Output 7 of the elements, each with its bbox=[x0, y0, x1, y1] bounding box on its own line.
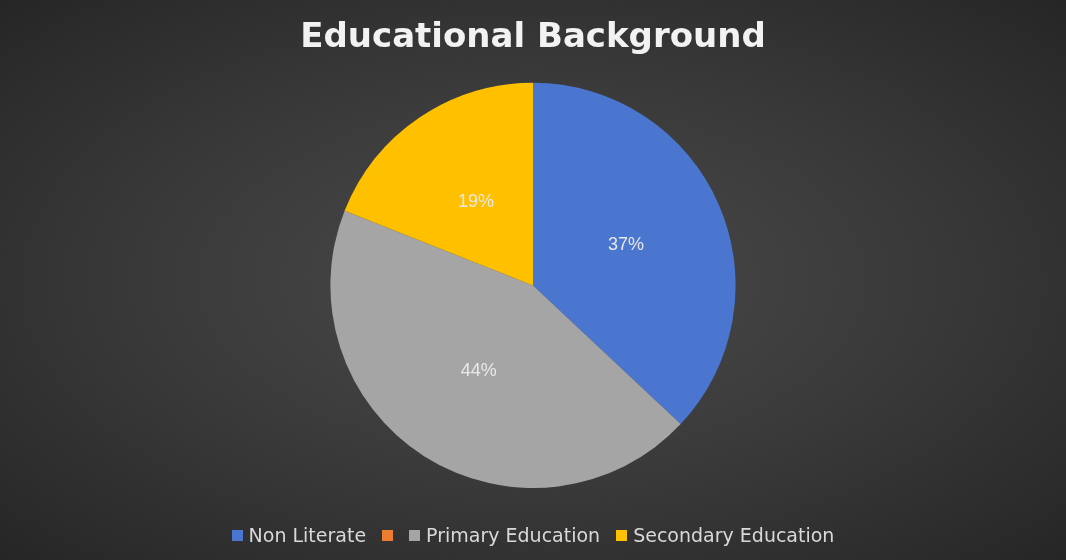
legend-label: Primary Education bbox=[426, 524, 601, 546]
legend-label: Secondary Education bbox=[633, 524, 835, 546]
data-label: 19% bbox=[458, 190, 495, 211]
legend-label: Non Literate bbox=[248, 524, 367, 546]
data-label: 37% bbox=[607, 234, 644, 255]
data-label: 44% bbox=[460, 359, 497, 380]
chart-title: Educational Background bbox=[300, 15, 766, 56]
